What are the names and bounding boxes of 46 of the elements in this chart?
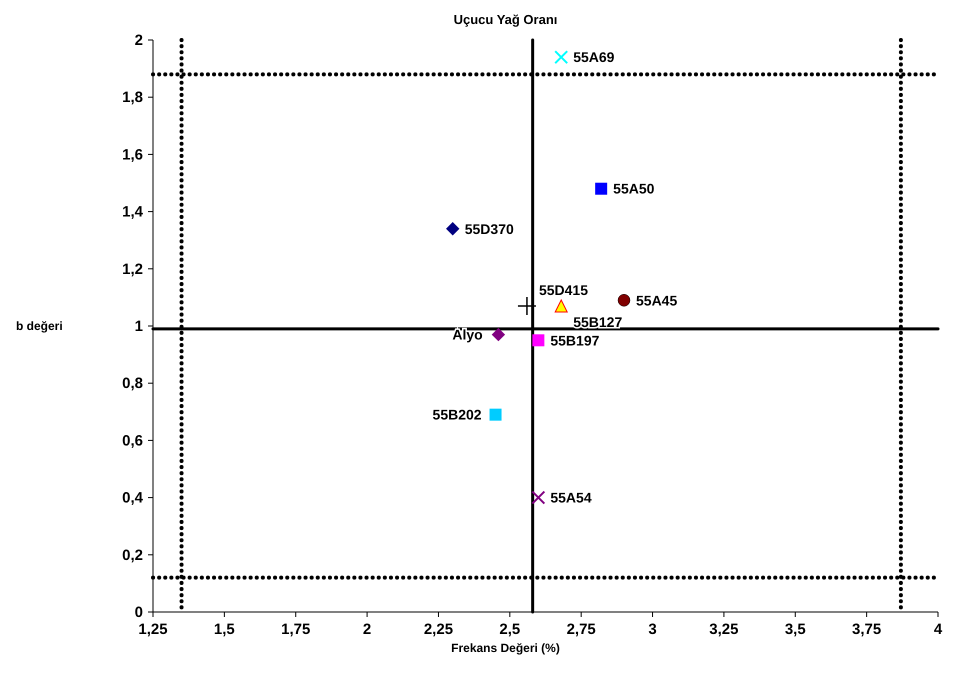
point bbox=[446, 222, 460, 236]
point bbox=[492, 328, 505, 342]
series-label: 55B127 bbox=[573, 314, 622, 330]
point bbox=[532, 334, 544, 346]
x-tick-label: 2,25 bbox=[424, 621, 454, 638]
point bbox=[595, 182, 608, 195]
x-tick-label: 3,25 bbox=[709, 621, 739, 638]
y-tick-label: 0,4 bbox=[122, 490, 144, 507]
series-label: Alyo bbox=[452, 326, 483, 343]
y-tick-label: 0,8 bbox=[122, 375, 143, 392]
y-tick-label: 2 bbox=[134, 32, 143, 49]
series-label: 55A45 bbox=[636, 292, 678, 308]
series-label: 55A54 bbox=[550, 490, 592, 506]
x-tick-label: 1,25 bbox=[138, 621, 168, 638]
x-tick-label: 2 bbox=[362, 621, 372, 638]
x-tick-label: 1,75 bbox=[281, 621, 310, 638]
x-tick-label: 4 bbox=[934, 621, 943, 638]
point bbox=[618, 294, 630, 307]
y-tick-label: 1 bbox=[134, 318, 143, 335]
point bbox=[531, 490, 546, 505]
series-label: 55D370 bbox=[464, 220, 514, 237]
y-tick-label: 0,2 bbox=[122, 546, 143, 564]
y-tick-label: 1,2 bbox=[122, 260, 143, 278]
y-tick-label: 0,6 bbox=[122, 432, 143, 450]
point bbox=[554, 299, 568, 312]
y-axis-title: b değeri bbox=[16, 319, 63, 333]
series-label: 55D415 bbox=[538, 282, 588, 298]
y-tick-label: 1,4 bbox=[122, 204, 144, 221]
y-tick-label: 0 bbox=[134, 604, 143, 621]
x-tick-label: 1,5 bbox=[214, 621, 235, 638]
point bbox=[490, 408, 502, 421]
chart-title: Uçucu Yağ Oranı bbox=[454, 12, 558, 27]
series-label: 55A69 bbox=[573, 49, 615, 66]
series-label: 55B202 bbox=[432, 406, 482, 423]
series-label: 55B197 bbox=[550, 332, 600, 348]
point bbox=[554, 50, 568, 64]
series-label: 55A50 bbox=[613, 180, 655, 197]
x-tick-label: 3,5 bbox=[784, 621, 806, 638]
y-tick-label: 1,8 bbox=[122, 89, 143, 106]
x-tick-label: 3,75 bbox=[852, 621, 882, 638]
x-tick-label: 3 bbox=[648, 621, 657, 638]
x-axis-title: Frekans Değeri (%) bbox=[451, 641, 560, 655]
y-tick-label: 1,6 bbox=[122, 146, 143, 164]
x-tick-label: 2,75 bbox=[566, 621, 596, 638]
point bbox=[517, 296, 537, 316]
x-tick-label: 2,5 bbox=[499, 621, 520, 638]
